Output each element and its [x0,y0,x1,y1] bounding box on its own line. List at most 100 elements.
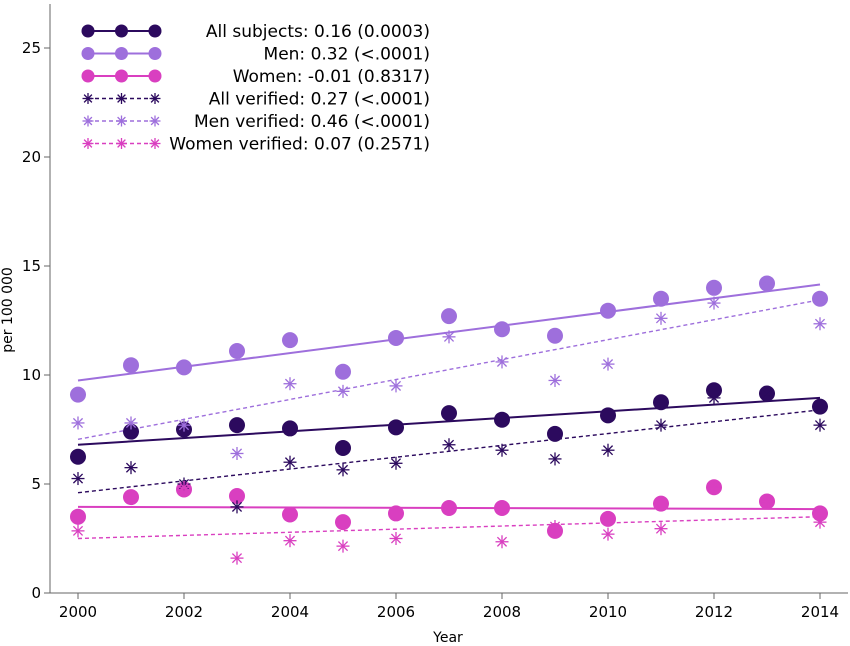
data-point [653,290,669,307]
data-point [335,363,351,380]
legend-label: Men: 0.32 (<.0001) [264,45,430,65]
data-point [177,480,191,494]
data-point [813,317,827,331]
data-point [600,510,616,527]
data-point [494,411,510,428]
data-point [283,377,297,391]
data-point [124,461,138,475]
data-point [71,416,85,430]
data-point [177,418,191,432]
legend-marker [115,69,128,83]
legend-marker [81,24,95,38]
data-point [335,440,351,457]
data-point [706,279,722,296]
trend-line [77,396,821,446]
y-tick-label: 10 [22,366,41,384]
legend-label: Women: -0.01 (0.8317) [233,67,430,87]
data-point [124,416,138,430]
data-point [282,420,298,437]
trend-lines [77,283,821,540]
data-point [70,448,86,465]
x-tick-label: 2002 [165,603,203,621]
data-point [229,343,245,360]
legend: All subjects: 0.16 (0.0003) Men: 0.32 (<.… [81,22,430,155]
data-point [494,499,510,516]
data-point [813,418,827,432]
data-point [336,384,350,398]
data-point [388,505,404,522]
data-point [654,311,668,325]
x-tick-label: 2006 [377,603,415,621]
legend-marker [148,69,162,83]
data-point [70,386,86,403]
data-point [495,535,509,549]
legend-marker [115,47,128,60]
data-point [389,456,403,470]
x-tick-label: 2012 [695,603,733,621]
legend-label: Men verified: 0.46 (<.0001) [194,112,430,132]
data-point [547,425,563,442]
legend-marker [148,47,162,60]
legend-marker [116,138,127,149]
x-axis-title: Year [432,630,463,646]
data-point [335,514,351,531]
data-point [547,327,563,344]
data-point [813,515,827,529]
data-point [707,296,721,310]
data-point [388,419,404,436]
data-point [600,302,616,319]
data-point [654,418,668,432]
legend-marker [149,138,161,149]
data-point [389,379,403,393]
y-tick-label: 0 [31,584,41,602]
data-point [760,276,774,290]
data-point [442,501,456,515]
data-point [230,446,244,460]
data-markers [70,275,828,565]
data-point [760,494,774,508]
y-tick-label: 20 [22,148,41,166]
data-point [760,388,774,402]
data-point [71,472,85,486]
data-point [283,534,297,548]
trend-line [77,409,821,494]
data-point [336,463,350,477]
data-point [282,506,298,523]
data-point [600,407,616,424]
data-point [495,355,509,369]
data-point [283,455,297,469]
data-point [707,391,721,405]
legend-marker [81,47,95,60]
data-point [336,539,350,553]
data-point [707,480,721,494]
legend-marker [148,24,162,38]
data-point [601,357,615,371]
legend-label: All verified: 0.27 (<.0001) [209,90,430,110]
x-ticks: 2000 2002 2004 2006 2008 2010 2012 2014 [59,593,839,621]
data-point [229,417,245,434]
data-point [548,452,562,466]
legend-marker [149,115,161,127]
data-point [230,551,244,565]
trend-line [77,516,821,540]
data-point [653,394,669,411]
data-point [229,487,245,504]
legend-marker [116,93,127,104]
data-point [441,308,457,325]
data-point [442,438,456,452]
legend-marker [82,115,94,127]
data-point [654,522,668,536]
y-axis-title: per 100 000 [0,267,16,353]
data-point [388,329,404,346]
data-point [442,330,456,344]
legend-marker [81,69,95,83]
data-point [70,508,86,525]
data-point [124,489,138,503]
data-point [812,398,828,415]
x-tick-label: 2004 [271,603,309,621]
data-point [601,443,615,457]
data-point [71,524,85,538]
data-point [494,321,510,338]
